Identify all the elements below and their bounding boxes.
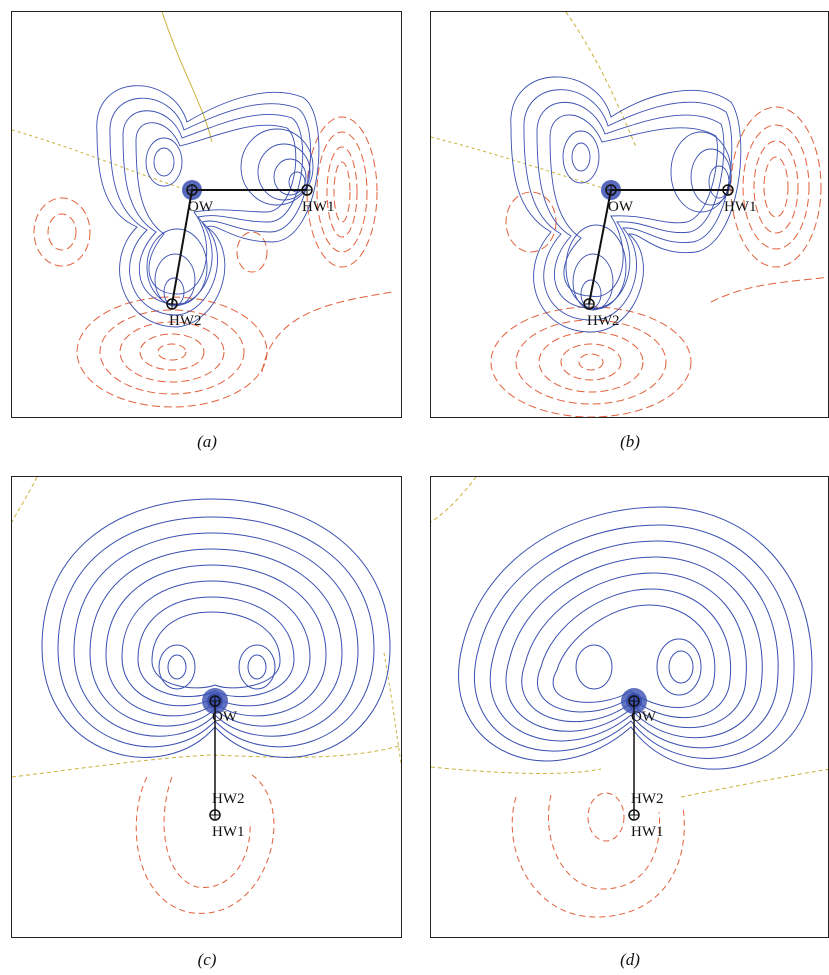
atom-ow-marker [628,695,640,707]
zero-contour [565,12,637,148]
atom-ow-label: OW [212,709,238,725]
negative-contours [135,774,275,914]
zero-contour [431,136,610,191]
caption-c: (c) [197,950,217,969]
zero-contour [12,744,401,778]
atom-hw2-label: HW2 [631,791,664,807]
panel-d-plot: OW HW2 HW1 [431,477,828,918]
caption-a: (a) [197,432,217,451]
atom-hw1-marker [722,184,734,196]
panel-c: OW HW2 HW1 [11,476,402,938]
panel-a-plot: OW HW1 HW2 [12,12,393,408]
zero-contour [12,477,38,523]
atom-hw1-marker [209,809,221,821]
atom-hw1-marker [628,809,640,821]
positive-contours [458,506,813,770]
bond-ow-hw2 [171,189,193,305]
atom-ow-marker [209,695,221,707]
zero-contour [383,652,401,767]
atom-hw1-label: HW1 [212,824,245,840]
positive-contours [41,498,391,758]
bond-ow-hw2 [588,189,612,305]
negative-contours [33,116,393,408]
positive-contours [510,76,742,333]
panel-b: OW HW1 HW2 [430,11,829,418]
negative-contours [511,792,685,918]
zero-contour [431,766,602,774]
panel-d: OW HW2 HW1 [430,476,829,938]
atom-ow-label: OW [631,709,657,725]
panel-c-plot: OW HW2 HW1 [12,477,401,914]
atom-hw2-label: HW2 [587,313,620,329]
atom-hw1-label: HW1 [631,824,664,840]
negative-contours [490,106,828,417]
atom-ow-marker [186,184,198,196]
zero-contour [161,12,213,143]
atom-hw2-label: HW2 [169,313,202,329]
atom-hw2-marker [583,298,595,310]
atom-ow-label: OW [188,199,214,215]
zero-contour [680,768,828,798]
atom-hw1-marker [301,184,313,196]
panel-b-plot: OW HW1 HW2 [431,12,828,417]
atom-hw1-label: HW1 [724,199,757,215]
atom-ow-marker [605,184,617,196]
zero-contour [12,129,188,191]
atom-hw1-label: HW1 [302,199,335,215]
zero-contour [431,477,477,523]
atom-ow-label: OW [608,199,634,215]
atom-hw2-marker [166,298,178,310]
atom-hw2-label: HW2 [212,791,245,807]
caption-b: (b) [620,432,640,451]
caption-d: (d) [620,950,640,969]
panel-a: OW HW1 HW2 [11,11,402,418]
